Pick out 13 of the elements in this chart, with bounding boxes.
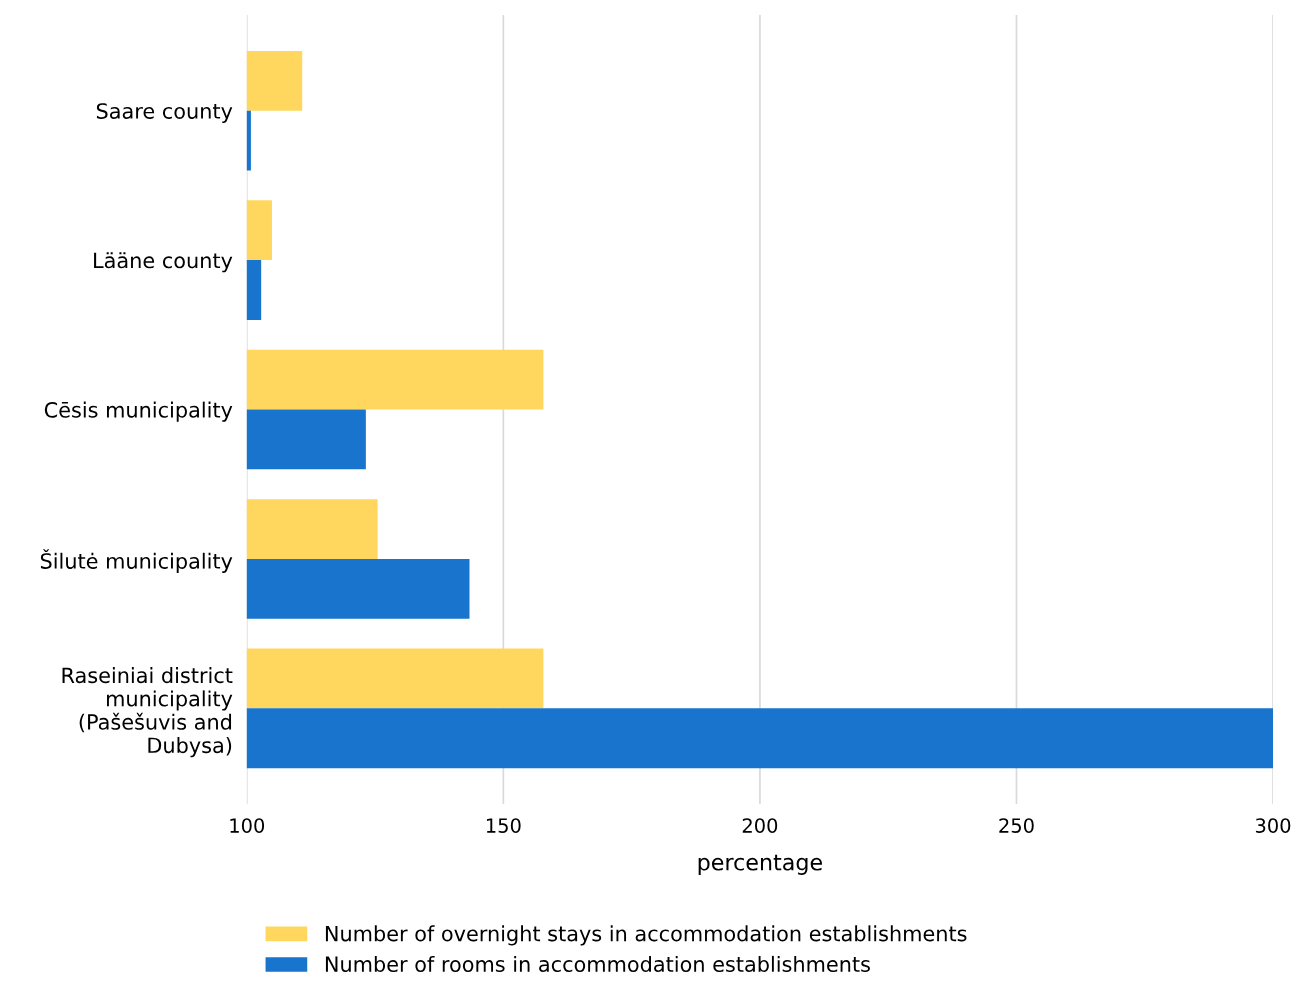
x-tick-label: 150 [486,818,521,833]
y-tick-label: Raseiniai district municipality (Pašešuvis and Dubysa) [62,667,233,758]
x-tick-label: 200 [742,818,778,833]
y-tick-label: Cēsis municipality [44,401,233,422]
y-tick-label: Šilutė municipality [40,549,233,573]
y-tick-label: Lääne county [94,252,233,273]
legend-label: Number of rooms in accommodation establishments [325,955,870,973]
x-tick-label: 300 [1255,818,1291,833]
legend-label: Number of overnight stays in accommodation establishments [325,925,967,946]
x-tick-label: 100 [230,818,265,833]
y-tick-label: Saare county [96,103,233,123]
x-tick-label: 250 [999,818,1034,833]
x-axis-title: percentage [698,854,822,875]
